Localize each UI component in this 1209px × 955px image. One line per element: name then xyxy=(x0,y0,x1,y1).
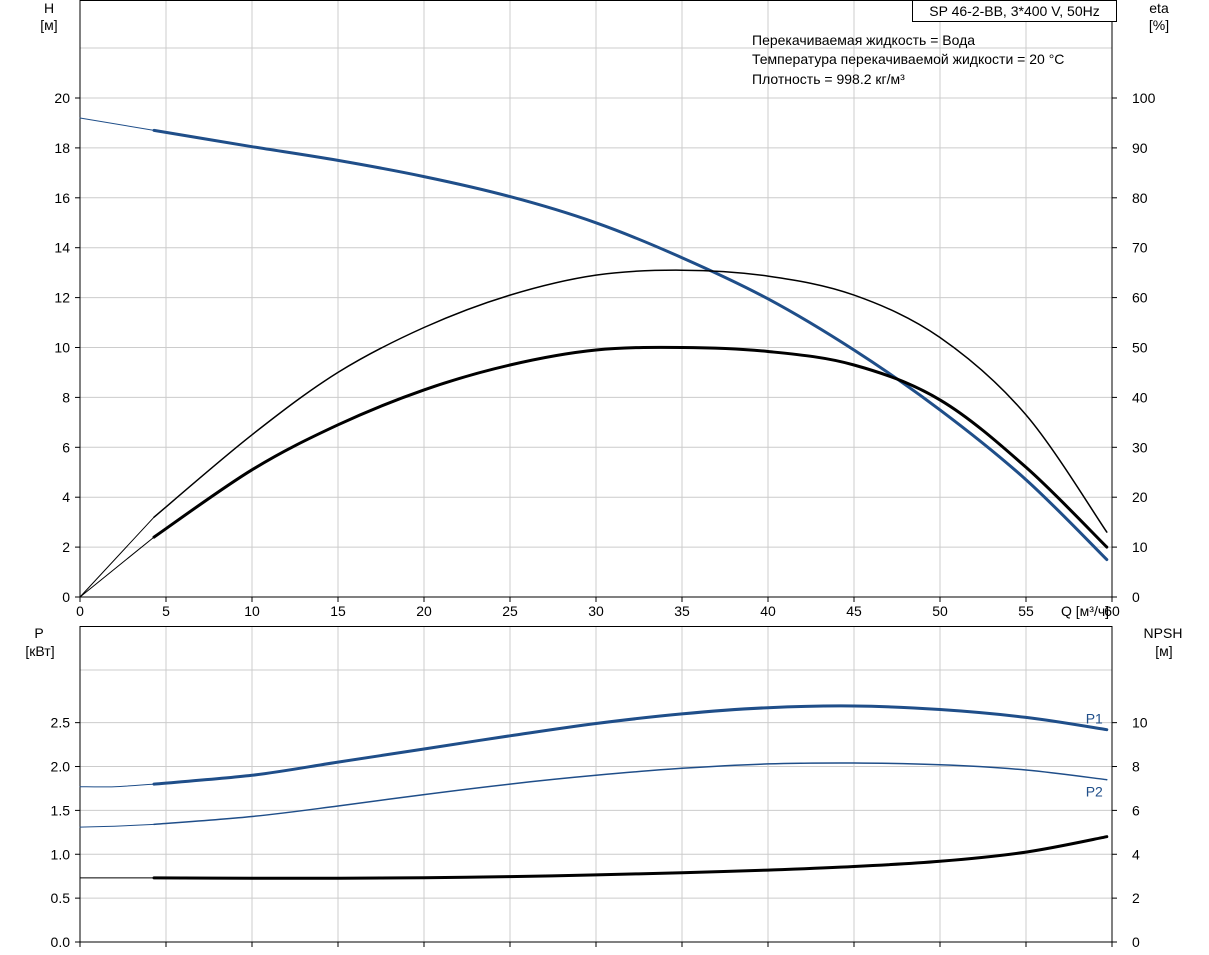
extension-curve xyxy=(79,783,155,788)
condition-temperature: Температура перекачиваемой жидкости = 20… xyxy=(752,51,1065,67)
eta-axis-title: eta xyxy=(1149,0,1169,16)
tick-label-left: 10 xyxy=(54,340,70,356)
tick-label-right: 100 xyxy=(1132,90,1156,106)
tick-label-x: 30 xyxy=(588,603,604,619)
tick-label-left: 1.0 xyxy=(51,846,71,862)
tick-label-x: 60 xyxy=(1104,603,1120,619)
tick-label-x: 20 xyxy=(416,603,432,619)
tick-label-left: 16 xyxy=(54,190,70,206)
tick-label-right: 60 xyxy=(1132,290,1148,306)
tick-label-left: 4 xyxy=(62,489,70,505)
q-axis-label: Q [м³/ч] xyxy=(1060,603,1110,619)
extension-curve xyxy=(79,536,155,598)
tick-label-x: 50 xyxy=(932,603,948,619)
tick-label-left: 2.5 xyxy=(51,715,71,731)
tick-label-left: 0 xyxy=(62,589,70,605)
tick-label-right: 20 xyxy=(1132,489,1148,505)
curve xyxy=(153,269,1108,533)
extension-curve xyxy=(79,516,155,598)
p1-curve xyxy=(152,704,1109,786)
curves xyxy=(79,117,1109,880)
tick-label-right: 80 xyxy=(1132,190,1148,206)
extension-curve xyxy=(79,117,155,131)
grid-lines xyxy=(79,0,1113,943)
tick-label-right: 70 xyxy=(1132,240,1148,256)
tick-label-x: 10 xyxy=(244,603,260,619)
tick-label-right: 30 xyxy=(1132,439,1148,455)
tick-label-x: 5 xyxy=(162,603,170,619)
p2-curve xyxy=(153,762,1108,826)
curve-label-p2: P2 xyxy=(1086,784,1103,800)
tick-label-left: 0.0 xyxy=(51,934,71,950)
tick-label-right: 0 xyxy=(1132,934,1140,950)
tick-label-x: 25 xyxy=(502,603,518,619)
condition-liquid: Перекачиваемая жидкость = Вода xyxy=(752,32,976,48)
extension-curve xyxy=(79,823,155,828)
tick-label-left: 0.5 xyxy=(51,890,71,906)
tick-label-right: 2 xyxy=(1132,890,1140,906)
tick-label-x: 45 xyxy=(846,603,862,619)
eta-axis-unit: [%] xyxy=(1148,17,1170,33)
tick-label-x: 40 xyxy=(760,603,776,619)
tick-label-left: 2 xyxy=(62,539,70,555)
tick-label-x: 0 xyxy=(76,603,84,619)
tick-label-x: 55 xyxy=(1018,603,1034,619)
tick-label-right: 10 xyxy=(1132,715,1148,731)
tick-label-left: 2.0 xyxy=(51,759,71,775)
tick-label-left: 12 xyxy=(54,290,70,306)
tick-labels: 0246810121416182001020304050607080901000… xyxy=(51,90,1156,950)
p-axis-unit: [кВт] xyxy=(25,643,55,659)
h-axis-unit: [м] xyxy=(40,17,58,33)
tick-label-right: 6 xyxy=(1132,802,1140,818)
curve xyxy=(152,835,1109,880)
tick-label-right: 10 xyxy=(1132,539,1148,555)
curve-label-p1: P1 xyxy=(1086,711,1103,727)
tick-label-left: 18 xyxy=(54,140,70,156)
tick-label-right: 0 xyxy=(1132,589,1140,605)
tick-label-right: 4 xyxy=(1132,846,1140,862)
curve xyxy=(152,128,1109,562)
tick-label-x: 35 xyxy=(674,603,690,619)
condition-density: Плотность = 998.2 кг/м³ xyxy=(752,71,905,87)
tick-label-left: 1.5 xyxy=(51,802,71,818)
tick-label-right: 90 xyxy=(1132,140,1148,156)
tick-label-left: 14 xyxy=(54,240,70,256)
pump-model-box: SP 46-2-BB, 3*400 V, 50Hz xyxy=(912,0,1117,22)
tick-label-right: 40 xyxy=(1132,389,1148,405)
npsh-axis-title: NPSH xyxy=(1143,625,1183,641)
tick-label-x: 15 xyxy=(330,603,346,619)
curve xyxy=(152,345,1109,549)
tick-label-right: 8 xyxy=(1132,759,1140,775)
axis-frame xyxy=(75,0,1117,947)
npsh-axis-unit: [м] xyxy=(1155,643,1173,659)
tick-label-right: 50 xyxy=(1132,340,1148,356)
curve-labels: P1 P2 xyxy=(1086,711,1103,800)
tick-label-left: 20 xyxy=(54,90,70,106)
tick-label-left: 6 xyxy=(62,439,70,455)
p-axis-title: P xyxy=(34,625,44,641)
tick-label-left: 8 xyxy=(62,389,70,405)
h-axis-title: H xyxy=(43,0,55,16)
